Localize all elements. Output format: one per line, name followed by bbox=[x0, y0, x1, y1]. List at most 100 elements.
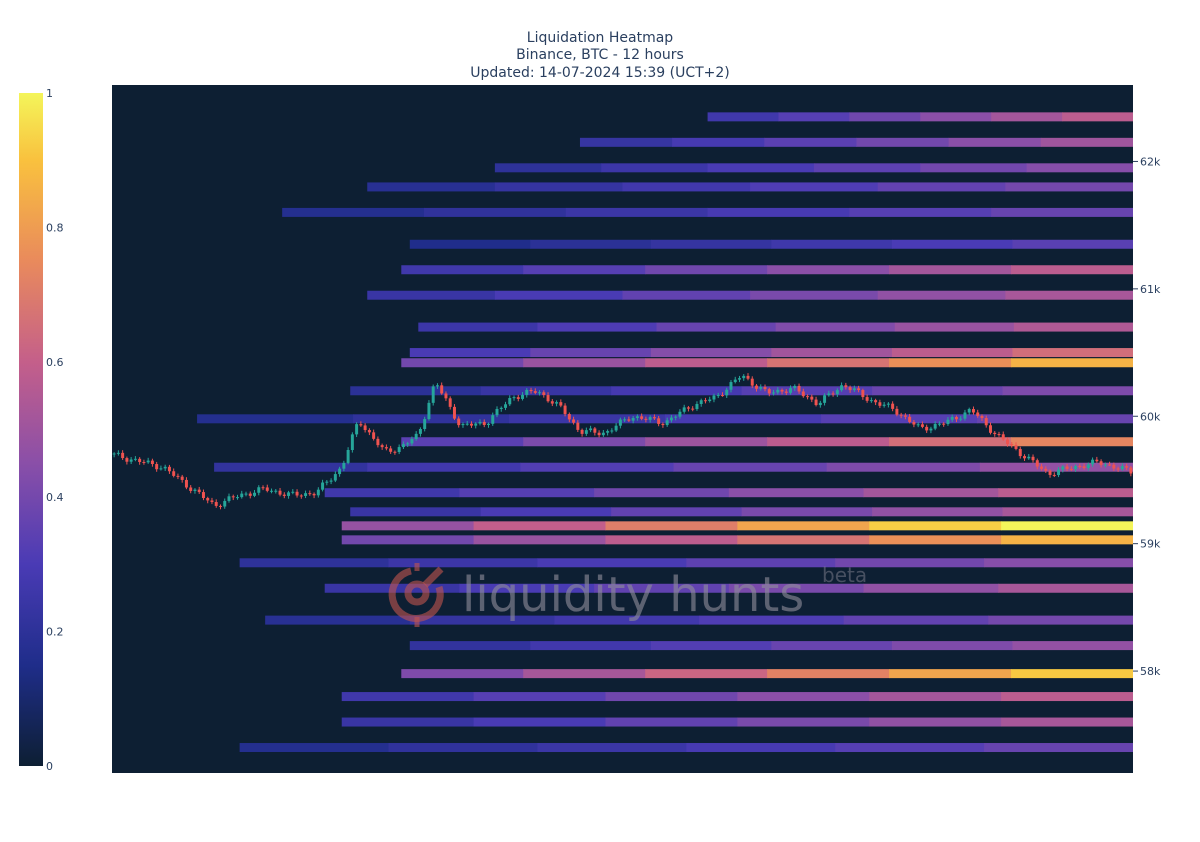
candle-body bbox=[916, 424, 920, 426]
liquidation-level-segment bbox=[401, 669, 524, 679]
liquidation-level-segment bbox=[1011, 669, 1133, 679]
candle-body bbox=[257, 487, 261, 493]
liquidation-level-segment bbox=[473, 692, 606, 702]
liquidation-level-segment bbox=[350, 386, 482, 396]
colorbar bbox=[19, 93, 43, 766]
liquidation-level-segment bbox=[409, 641, 531, 651]
candle-body bbox=[218, 505, 222, 507]
candle-body bbox=[746, 375, 750, 379]
liquidation-level-segment bbox=[324, 488, 460, 498]
candle-body bbox=[214, 502, 218, 506]
liquidation-level-segment bbox=[863, 488, 999, 498]
candle-body bbox=[942, 423, 946, 425]
candle-body bbox=[627, 419, 631, 421]
candle-body bbox=[223, 500, 227, 507]
candle-body bbox=[589, 428, 593, 431]
candle-body bbox=[933, 423, 937, 429]
candle-body bbox=[844, 385, 848, 388]
candle-body bbox=[525, 389, 529, 395]
candle-body bbox=[993, 432, 997, 435]
candle-body bbox=[487, 423, 490, 425]
liquidation-level-segment bbox=[611, 507, 743, 517]
liquidation-level-segment bbox=[869, 692, 1002, 702]
price-axis: 58k 59k 60k 61k 62k bbox=[1133, 155, 1161, 678]
liquidation-level-segment bbox=[350, 507, 482, 517]
candle-body bbox=[401, 444, 405, 448]
candle-body bbox=[512, 397, 516, 399]
liquidation-level-segment bbox=[409, 239, 531, 249]
liquidation-level-segment bbox=[877, 182, 1006, 192]
candle-body bbox=[1112, 464, 1116, 469]
candle-body bbox=[580, 429, 584, 434]
candle-body bbox=[355, 424, 359, 435]
liquidation-level-segment bbox=[401, 358, 524, 368]
candle-body bbox=[1078, 466, 1082, 468]
candle-body bbox=[1091, 459, 1095, 465]
liquidation-level-segment bbox=[741, 386, 873, 396]
candle-body bbox=[372, 432, 376, 439]
liquidation-level-segment bbox=[767, 437, 890, 447]
candle-body bbox=[380, 445, 384, 448]
candle-body bbox=[963, 412, 967, 419]
candle-body bbox=[908, 416, 912, 422]
liquidation-level-segment bbox=[605, 535, 738, 545]
liquidation-level-segment bbox=[889, 265, 1012, 275]
liquidation-level-segment bbox=[367, 462, 521, 472]
candle-body bbox=[180, 476, 184, 480]
candle-body bbox=[776, 389, 780, 393]
candle-body bbox=[521, 394, 525, 399]
liquidation-level-segment bbox=[523, 358, 646, 368]
candle-body bbox=[389, 448, 393, 452]
candle-body bbox=[227, 496, 231, 501]
candle-body bbox=[823, 395, 827, 403]
candle-body bbox=[1006, 439, 1009, 445]
candle-body bbox=[635, 416, 639, 419]
candle-body bbox=[891, 403, 895, 409]
candle-body bbox=[576, 422, 580, 430]
liquidation-level-segment bbox=[1012, 348, 1133, 358]
chart-title: Liquidation Heatmap bbox=[527, 30, 673, 46]
candle-body bbox=[738, 378, 741, 380]
candle-body bbox=[1069, 468, 1073, 470]
liquidation-level-segment bbox=[509, 414, 666, 424]
candle-body bbox=[946, 419, 950, 425]
liquidation-level-segment bbox=[877, 290, 1006, 300]
liquidation-level-segment bbox=[473, 717, 606, 727]
liquidation-level-segment bbox=[835, 558, 985, 568]
liquidation-level-segment bbox=[537, 322, 658, 332]
candle-body bbox=[874, 400, 878, 403]
candle-body bbox=[903, 415, 907, 417]
candle-body bbox=[546, 395, 550, 402]
liquidation-level-segment bbox=[998, 488, 1133, 498]
candle-body bbox=[912, 421, 916, 425]
liquidation-level-segment bbox=[1040, 137, 1133, 147]
liquidation-level-segment bbox=[594, 583, 730, 593]
candle-body bbox=[601, 432, 605, 436]
candle-body bbox=[767, 389, 771, 394]
candle-body bbox=[559, 402, 563, 406]
candle-body bbox=[865, 397, 869, 401]
liquidation-level-segment bbox=[480, 386, 612, 396]
liquidation-level-segment bbox=[650, 641, 772, 651]
candle-body bbox=[614, 425, 618, 431]
liquidation-level-segment bbox=[728, 488, 865, 498]
candle-body bbox=[452, 406, 456, 419]
colorbar-tick-label: 0.8 bbox=[46, 222, 64, 235]
candle-body bbox=[882, 404, 886, 406]
candle-body bbox=[1044, 468, 1048, 471]
candle-body bbox=[176, 475, 180, 477]
candle-body bbox=[321, 482, 325, 490]
liquidation-level-segment bbox=[341, 535, 475, 545]
liquidation-level-segment bbox=[523, 437, 646, 447]
candle-body bbox=[325, 481, 329, 483]
candle-body bbox=[1129, 467, 1133, 474]
candle-body bbox=[801, 391, 805, 397]
candle-body bbox=[1048, 470, 1052, 475]
candle-body bbox=[567, 414, 571, 420]
liquidation-level-segment bbox=[611, 386, 743, 396]
liquidation-level-segment bbox=[494, 163, 602, 173]
colorbar-tick-label: 0 bbox=[46, 760, 53, 773]
liquidation-level-segment bbox=[737, 521, 870, 531]
liquidation-level-segment bbox=[645, 265, 768, 275]
candle-body bbox=[359, 424, 363, 426]
